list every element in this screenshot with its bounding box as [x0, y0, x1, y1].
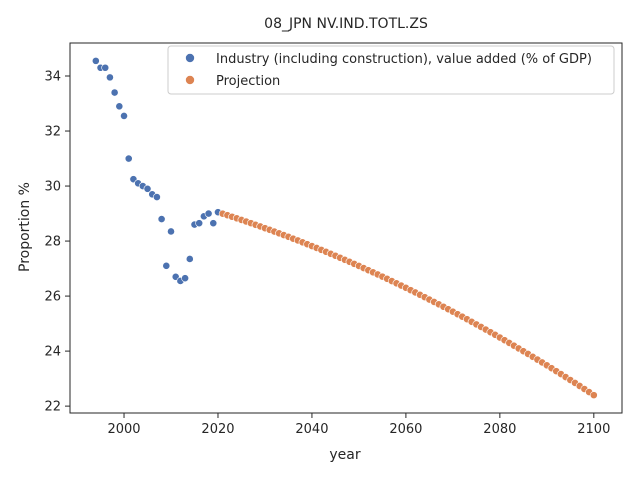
industry-data-point: [124, 154, 133, 163]
industry-data-point: [181, 274, 189, 283]
points-layer: [91, 56, 598, 400]
industry-data-point: [101, 63, 110, 72]
y-tick-label: 30: [44, 180, 61, 195]
legend-box: [167, 45, 615, 95]
y-axis-ticks: 22 24 26 28 30 32 34: [44, 70, 70, 415]
legend-label: Projection: [216, 74, 280, 89]
legend: Industry (including construction), value…: [167, 45, 615, 95]
legend-marker: [185, 75, 195, 85]
x-tick-label: 2020: [201, 422, 234, 437]
industry-data-point: [143, 184, 152, 193]
plot-area: [69, 42, 623, 414]
y-tick-label: 28: [44, 235, 61, 250]
x-axis-label: year: [329, 447, 360, 463]
y-tick-label: 26: [44, 290, 61, 305]
plot-frame: [69, 42, 623, 414]
x-tick-label: 2000: [107, 422, 140, 437]
x-tick-label: 2100: [577, 422, 610, 437]
industry-data-point: [153, 193, 161, 201]
x-tick-label: 2080: [483, 422, 516, 437]
industry-data-point: [120, 111, 128, 120]
industry-data-point: [91, 56, 100, 65]
x-tick-label: 2040: [295, 422, 328, 437]
x-axis-ticks: 2000 2020 2040 2060 2080 2100: [107, 413, 610, 437]
y-tick-label: 34: [44, 70, 61, 85]
industry-data-point: [115, 102, 124, 111]
y-axis-label: Proportion %: [17, 182, 33, 272]
projection-point: [589, 391, 598, 400]
industry-data-point: [106, 73, 114, 82]
industry-data-point: [162, 261, 171, 270]
industry-data-point: [110, 88, 119, 97]
y-tick-label: 32: [44, 125, 61, 140]
industry-data-point: [157, 215, 166, 223]
y-tick-label: 24: [44, 345, 61, 360]
legend-label: Industry (including construction), value…: [216, 52, 592, 67]
x-tick-label: 2060: [389, 422, 422, 437]
industry-data-point: [167, 227, 175, 236]
industry-data-point: [204, 209, 213, 218]
chart-title: 08_JPN NV.IND.TOTL.ZS: [264, 16, 428, 32]
legend-marker: [185, 53, 195, 63]
industry-data-point: [195, 219, 204, 228]
y-tick-label: 22: [44, 400, 61, 415]
industry-data-point: [185, 255, 194, 263]
industry-data-point: [209, 219, 218, 228]
